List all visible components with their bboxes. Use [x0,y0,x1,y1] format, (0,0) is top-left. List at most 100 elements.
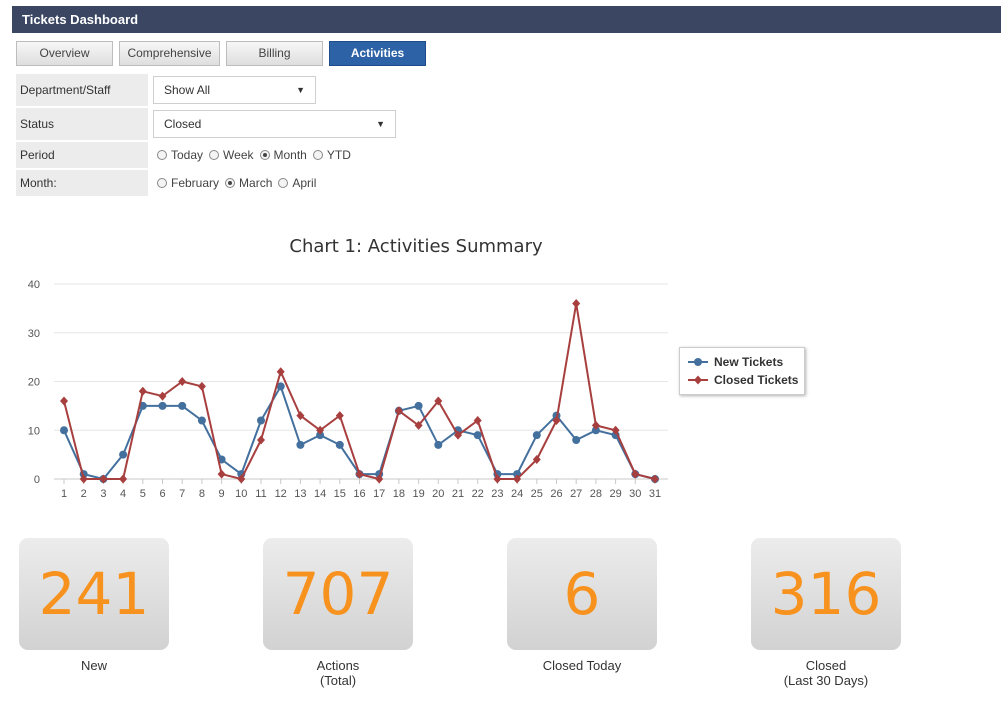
legend-item-closed-tickets[interactable]: Closed Tickets [688,373,798,387]
x-tick-label: 30 [629,488,641,500]
legend-label: New Tickets [714,355,784,369]
stat-closed-box: 316 [751,538,901,650]
month-label: Month: [16,170,148,196]
data-point-new-tickets [316,431,325,440]
radio-icon [312,150,323,160]
data-point-new-tickets [276,382,285,391]
stat-new-label: New [19,658,169,673]
radio-icon [209,150,220,160]
x-tick-label: 26 [550,488,562,500]
month-radio-group: February March April [157,176,322,190]
department-staff-select[interactable]: Show All ▼ [153,76,316,104]
stat-label-text: Closed [805,658,847,673]
legend-circle-marker-icon [688,358,708,366]
month-option-february[interactable]: February [157,176,219,190]
page-title: Tickets Dashboard [22,12,139,27]
data-point-closed-tickets [651,474,659,484]
data-point-closed-tickets [257,435,265,445]
radio-checked-icon [259,150,270,160]
x-tick-label: 31 [649,488,661,500]
stat-sublabel-text: (Total) [319,673,357,688]
data-point-closed-tickets [276,367,285,377]
x-tick-label: 11 [255,488,266,500]
x-tick-label: 21 [452,488,464,500]
data-point-closed-tickets [572,299,581,308]
chart-legend: New Tickets Closed Tickets [679,347,805,395]
data-point-new-tickets [532,431,541,440]
legend-item-new-tickets[interactable]: New Tickets [688,355,783,369]
x-tick-label: 2 [81,488,87,500]
period-option-today[interactable]: Today [157,148,203,162]
data-point-new-tickets [473,431,482,440]
tab-overview[interactable]: Overview [16,41,113,66]
month-option-label: April [292,176,317,190]
chart-title: Chart 1: Activities Summary [289,236,543,257]
period-option-ytd[interactable]: YTD [312,148,351,162]
chevron-down-icon: ▼ [376,119,385,129]
department-staff-value: Show All [164,83,211,97]
data-point-closed-tickets [138,386,147,396]
x-tick-label: 10 [235,488,247,500]
tab-comprehensive[interactable]: Comprehensive [119,41,220,66]
stat-actions-label: Actions (Total) [263,658,413,688]
month-option-march[interactable]: March [225,176,272,190]
x-tick-label: 19 [412,488,424,500]
x-tick-label: 1 [61,488,67,500]
tab-activities[interactable]: Activities [329,41,426,66]
data-point-new-tickets [257,416,265,425]
department-staff-label: Department/Staff [16,74,148,106]
dashboard-title-bar: Tickets Dashboard [12,6,1001,33]
period-label: Period [16,142,148,168]
period-option-week[interactable]: Week [209,148,254,162]
data-point-closed-tickets [335,411,344,421]
x-tick-label: 20 [432,488,444,500]
data-point-new-tickets [158,401,167,410]
data-point-closed-tickets [237,474,246,484]
x-tick-label: 29 [609,488,621,500]
data-point-closed-tickets [60,396,68,406]
y-tick-label: 10 [28,425,40,437]
data-point-closed-tickets [79,474,88,484]
x-tick-label: 28 [590,488,602,500]
radio-icon [157,150,167,160]
data-point-closed-tickets [454,430,462,440]
y-tick-label: 30 [28,328,40,340]
data-point-closed-tickets [611,425,620,435]
data-point-new-tickets [119,450,128,459]
y-tick-label: 20 [28,377,40,389]
period-option-label: YTD [326,148,351,162]
x-tick-label: 22 [472,488,484,500]
x-tick-label: 24 [511,488,523,500]
data-point-new-tickets [434,440,443,449]
x-tick-label: 3 [100,488,106,500]
x-tick-label: 8 [199,488,205,500]
data-point-closed-tickets [434,396,443,406]
x-tick-label: 15 [334,488,346,500]
month-option-label: March [239,176,273,190]
period-option-label: Month [273,148,307,162]
radio-checked-icon [225,178,236,188]
x-tick-label: 17 [373,488,385,500]
x-tick-label: 7 [179,488,185,500]
tab-billing[interactable]: Billing [226,41,323,66]
x-tick-label: 6 [159,488,165,500]
stat-actions-box: 707 [263,538,413,650]
data-point-closed-tickets [532,455,541,464]
x-tick-label: 18 [393,488,405,500]
month-option-april[interactable]: April [278,176,316,190]
status-select[interactable]: Closed ▼ [153,110,396,138]
data-point-new-tickets [296,440,305,449]
x-tick-label: 5 [140,488,146,500]
data-point-closed-tickets [178,377,187,386]
period-option-label: Today [171,148,204,162]
chevron-down-icon: ▼ [296,85,305,95]
series-line-new-tickets [63,383,656,481]
stat-label-text: Actions [316,658,360,673]
data-point-closed-tickets [591,420,600,430]
radio-icon [157,178,167,188]
stat-closed-today-label: Closed Today [507,658,657,673]
x-tick-label: 4 [120,488,126,500]
period-option-month[interactable]: Month [259,148,307,162]
x-tick-label: 25 [531,488,543,500]
x-tick-label: 23 [491,488,503,500]
